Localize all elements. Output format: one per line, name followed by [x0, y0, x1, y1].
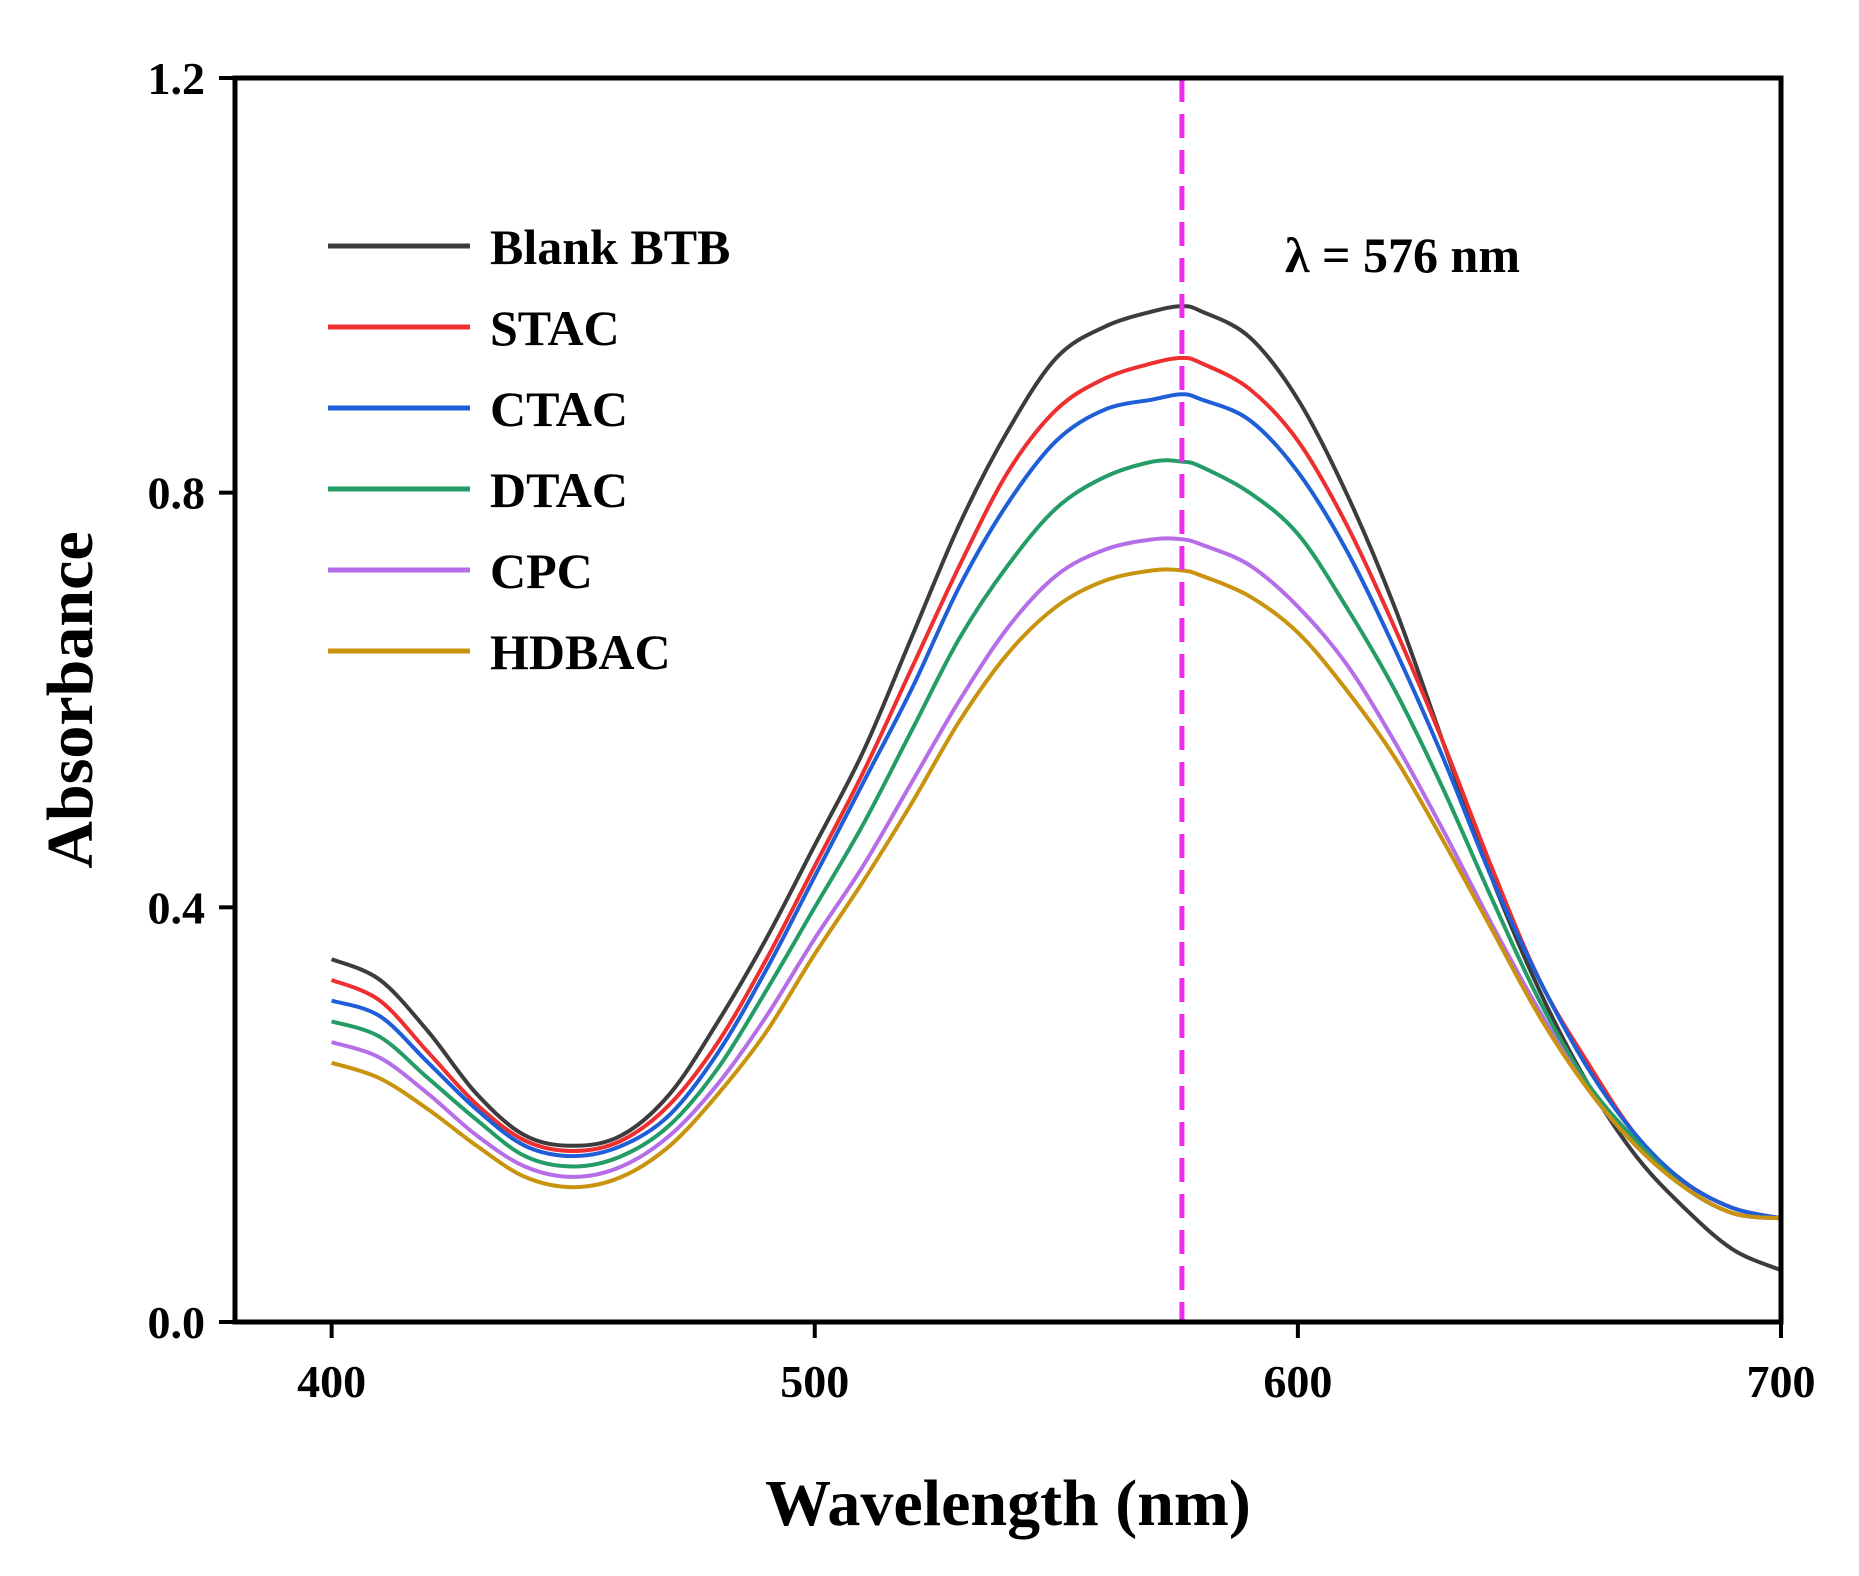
- legend-label: CTAC: [490, 381, 628, 437]
- series-line-hdbac: [330, 567, 1782, 1221]
- y-tick-label: 0.4: [148, 882, 206, 933]
- x-tick-label: 700: [1747, 1356, 1816, 1407]
- y-axis: 0.0 0.4 0.8 1.2: [148, 53, 235, 1348]
- y-axis-title: Absorbance: [34, 531, 107, 868]
- series-line-ctac: [330, 392, 1782, 1221]
- peak-annotation: λ = 576 nm: [1285, 227, 1520, 283]
- series-line-blank-btb: [330, 304, 1782, 1273]
- x-tick-label: 400: [297, 1356, 366, 1407]
- x-tick-label: 600: [1263, 1356, 1332, 1407]
- legend-label: STAC: [490, 300, 620, 356]
- series-line-dtac: [330, 458, 1782, 1221]
- legend-label: HDBAC: [490, 624, 671, 680]
- x-axis-title: Wavelength (nm): [765, 1467, 1251, 1540]
- x-tick-label: 500: [780, 1356, 849, 1407]
- legend-label: Blank BTB: [490, 219, 730, 275]
- y-tick-label: 1.2: [148, 53, 206, 104]
- legend: Blank BTB STAC CTAC DTAC CPC HDBAC: [328, 219, 730, 680]
- series-line-cpc: [330, 536, 1782, 1221]
- series-layer: [330, 304, 1782, 1273]
- legend-label: CPC: [490, 543, 593, 599]
- y-tick-label: 0.0: [148, 1297, 206, 1348]
- x-axis: 400 500 600 700: [297, 1322, 1816, 1407]
- y-tick-label: 0.8: [148, 468, 206, 519]
- plot-frame: [232, 75, 1784, 1325]
- legend-label: DTAC: [490, 462, 628, 518]
